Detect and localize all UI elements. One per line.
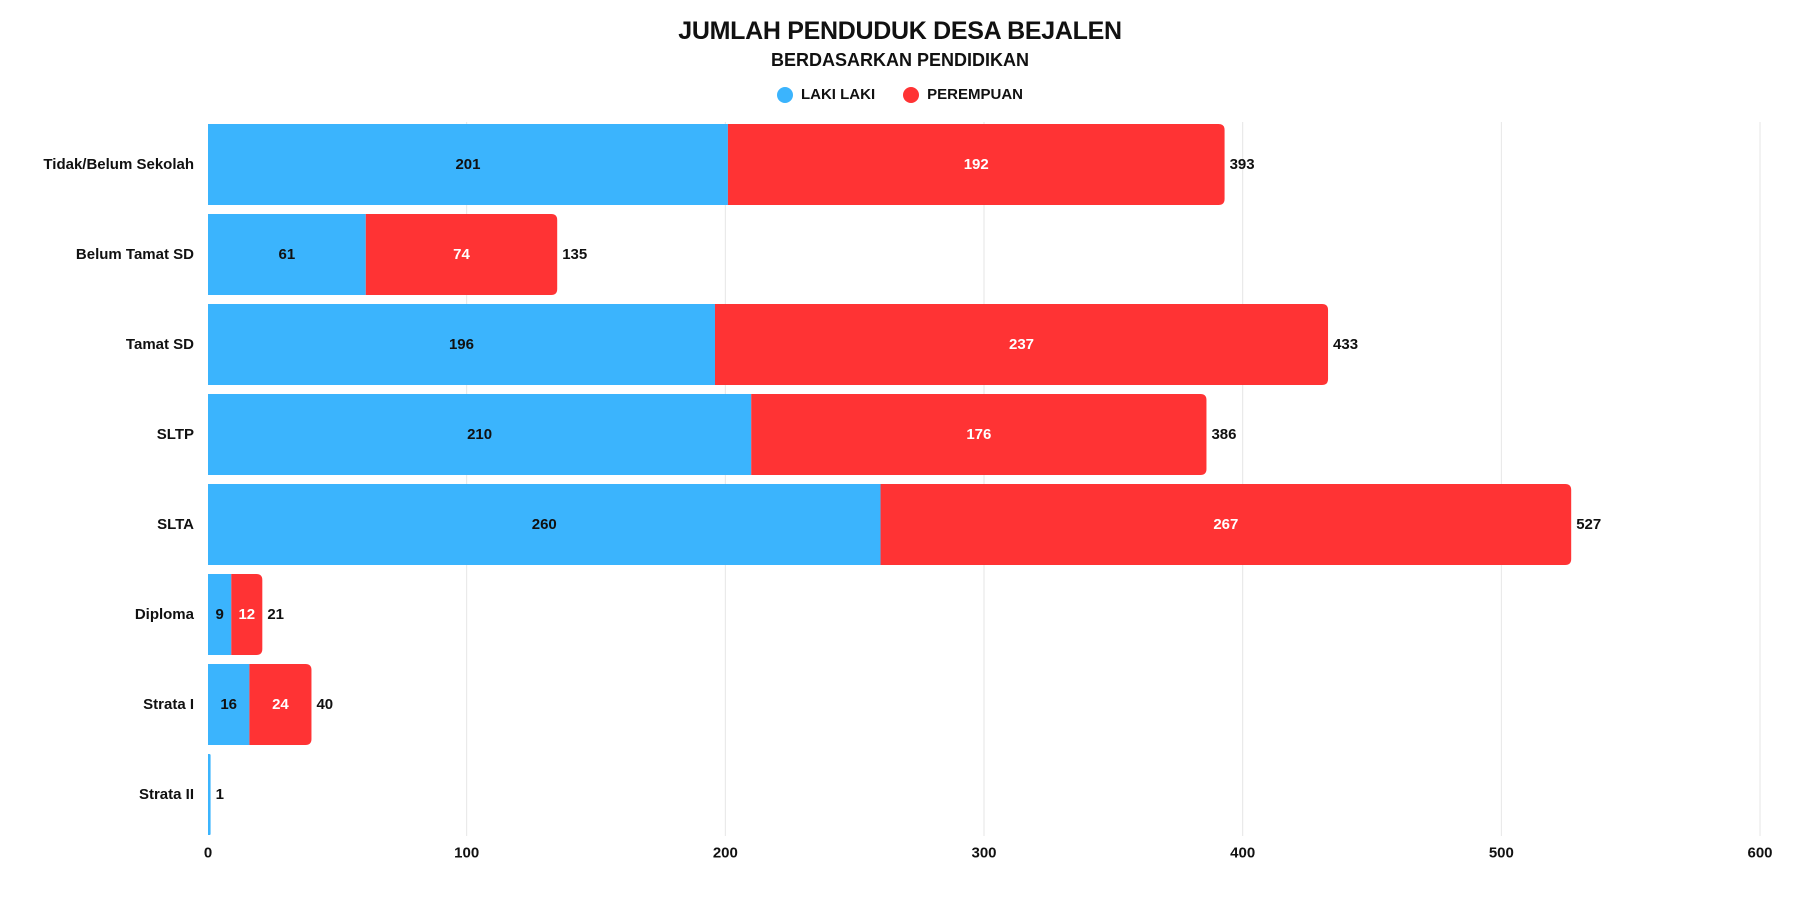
bar-perempuan-diploma <box>231 574 263 655</box>
bar-laki-laki-tidak-belum-sekolah <box>208 124 728 205</box>
bar-perempuan-belum-tamat-sd <box>365 214 558 295</box>
bar-laki-laki-sltp <box>208 394 752 475</box>
bar-laki-laki-tamat-sd <box>208 304 715 385</box>
chart-title: JUMLAH PENDUDUK DESA BEJALEN <box>678 17 1122 45</box>
legend-item-perempuan[interactable]: PEREMPUAN <box>903 86 1023 103</box>
bar-perempuan-slta <box>880 484 1572 565</box>
x-tick-label-200: 200 <box>713 845 738 862</box>
bar-laki-laki-belum-tamat-sd <box>208 214 366 295</box>
chart-subtitle: BERDASARKAN PENDIDIKAN <box>770 50 1029 70</box>
legend-label-laki-laki: LAKI LAKI <box>800 86 876 103</box>
value-label-laki-laki-slta: 260 <box>532 516 557 533</box>
x-tick-label-400: 400 <box>1230 845 1255 862</box>
total-label-sltp: 386 <box>1211 426 1236 443</box>
value-label-laki-laki-tamat-sd: 196 <box>449 336 474 353</box>
bar-laki-laki-slta <box>208 484 881 565</box>
value-label-perempuan-strata-i: 24 <box>272 696 289 713</box>
legend-swatch-perempuan <box>903 86 920 103</box>
value-label-perempuan-tamat-sd: 237 <box>1009 336 1034 353</box>
total-label-slta: 527 <box>1576 516 1601 533</box>
bar-laki-laki-diploma <box>208 574 232 655</box>
x-tick-label-100: 100 <box>454 845 479 862</box>
total-label-strata-ii: 1 <box>216 786 224 803</box>
value-label-perempuan-diploma: 12 <box>238 606 255 623</box>
category-label-sltp: SLTP <box>157 426 194 443</box>
category-label-diploma: Diploma <box>135 606 195 623</box>
total-label-tamat-sd: 433 <box>1333 336 1358 353</box>
bar-laki-laki-strata-i <box>208 664 250 745</box>
x-tick-label-500: 500 <box>1489 845 1514 862</box>
value-label-laki-laki-belum-tamat-sd: 61 <box>279 246 296 263</box>
bar-perempuan-strata-i <box>249 664 312 745</box>
category-label-tidak-belum-sekolah: Tidak/Belum Sekolah <box>43 156 194 173</box>
value-label-perempuan-belum-tamat-sd: 74 <box>453 246 470 263</box>
value-label-laki-laki-strata-i: 16 <box>220 696 237 713</box>
total-label-diploma: 21 <box>267 606 284 623</box>
legend-item-laki-laki[interactable]: LAKI LAKI <box>776 86 876 103</box>
total-label-belum-tamat-sd: 135 <box>562 246 587 263</box>
x-tick-label-300: 300 <box>971 845 996 862</box>
bar-perempuan-sltp <box>751 394 1207 475</box>
value-label-laki-laki-tidak-belum-sekolah: 201 <box>455 156 480 173</box>
value-label-perempuan-sltp: 176 <box>966 426 991 443</box>
legend-label-perempuan: PEREMPUAN <box>927 86 1024 103</box>
bar-perempuan-tidak-belum-sekolah <box>727 124 1225 205</box>
category-label-tamat-sd: Tamat SD <box>126 336 194 353</box>
value-label-perempuan-tidak-belum-sekolah: 192 <box>964 156 989 173</box>
category-label-strata-i: Strata I <box>143 696 194 713</box>
bar-laki-laki-strata-ii <box>208 754 211 835</box>
value-label-laki-laki-sltp: 210 <box>467 426 492 443</box>
category-label-belum-tamat-sd: Belum Tamat SD <box>76 246 194 263</box>
category-label-strata-ii: Strata II <box>139 786 194 803</box>
category-label-slta: SLTA <box>157 516 194 533</box>
chart-header: JUMLAH PENDUDUK DESA BEJALEN BERDASARKAN… <box>0 14 1800 72</box>
x-tick-label-600: 600 <box>1748 845 1773 862</box>
value-label-laki-laki-diploma: 9 <box>215 606 223 623</box>
total-label-strata-i: 40 <box>316 696 333 713</box>
x-tick-label-0: 0 <box>204 845 212 862</box>
value-label-perempuan-slta: 267 <box>1213 516 1238 533</box>
legend: LAKI LAKI PEREMPUAN <box>0 86 1800 103</box>
bar-perempuan-tamat-sd <box>714 304 1329 385</box>
legend-swatch-laki-laki <box>776 86 793 103</box>
total-label-tidak-belum-sekolah: 393 <box>1230 156 1255 173</box>
